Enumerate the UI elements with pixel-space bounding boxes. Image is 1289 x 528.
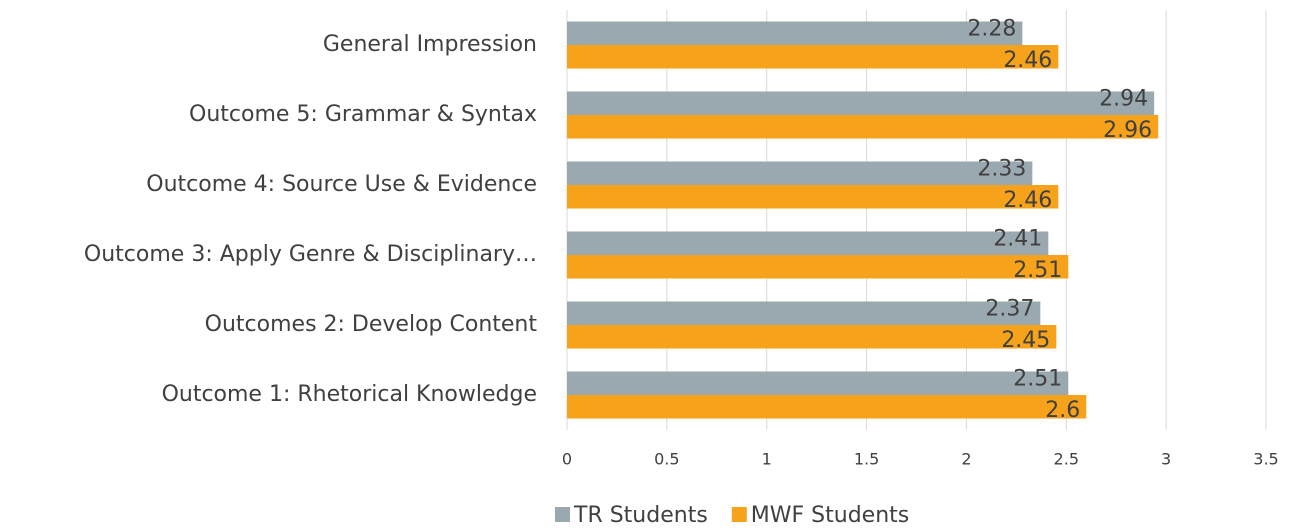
legend-swatch — [731, 507, 747, 522]
legend-swatch — [555, 507, 570, 522]
data-label: 2.51 — [1013, 258, 1062, 283]
bar — [567, 115, 1159, 139]
bar — [567, 371, 1069, 395]
category-label: Outcomes 2: Develop Content — [205, 312, 538, 337]
bar — [567, 325, 1057, 349]
data-label: 2.46 — [1003, 188, 1052, 213]
x-tick-label: 3 — [1161, 450, 1171, 469]
data-label: 2.94 — [1099, 86, 1148, 111]
legend-label: TR Students — [573, 503, 708, 528]
data-label: 2.28 — [967, 16, 1016, 41]
bar — [567, 301, 1041, 325]
data-label: 2.51 — [1013, 366, 1062, 391]
bar — [567, 21, 1023, 45]
category-label: General Impression — [323, 32, 537, 57]
x-tick-label: 1 — [762, 450, 772, 469]
bar — [567, 161, 1033, 185]
x-tick-label: 3.5 — [1253, 450, 1278, 469]
category-label: Outcome 5: Grammar & Syntax — [189, 102, 537, 127]
data-label: 2.46 — [1003, 48, 1052, 73]
legend-label: MWF Students — [751, 503, 909, 528]
x-tick-label: 0.5 — [654, 450, 679, 469]
data-label: 2.37 — [985, 296, 1034, 321]
x-tick-label: 1.5 — [854, 450, 879, 469]
x-tick-label: 2 — [961, 450, 971, 469]
category-label: Outcome 3: Apply Genre & Disciplinary… — [84, 242, 537, 267]
data-label: 2.41 — [993, 226, 1042, 251]
data-label: 2.33 — [977, 156, 1026, 181]
data-label: 2.45 — [1001, 328, 1050, 353]
category-label: Outcome 1: Rhetorical Knowledge — [162, 382, 537, 407]
bar — [567, 185, 1059, 209]
bar — [567, 255, 1069, 279]
data-label: 2.96 — [1103, 118, 1152, 143]
data-label: 2.6 — [1045, 398, 1080, 423]
bar — [567, 45, 1059, 69]
x-tick-label: 0 — [562, 450, 572, 469]
bar — [567, 231, 1049, 255]
x-tick-label: 2.5 — [1054, 450, 1079, 469]
bar — [567, 395, 1087, 419]
category-label: Outcome 4: Source Use & Evidence — [146, 172, 537, 197]
bar — [567, 91, 1155, 115]
